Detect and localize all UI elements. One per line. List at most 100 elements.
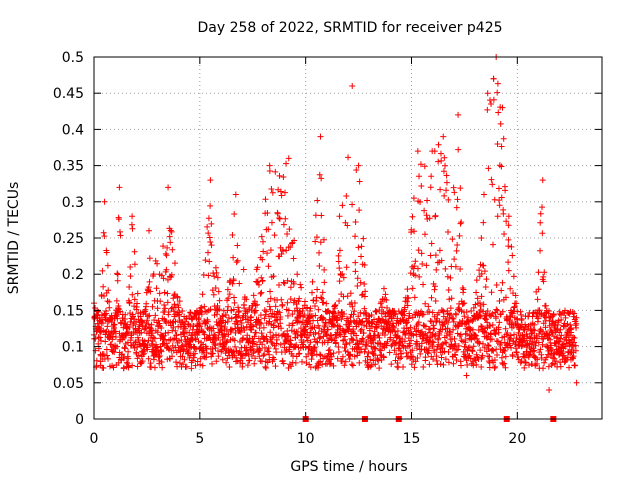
data-point [572, 342, 579, 349]
x-tick-label: 0 [90, 431, 99, 447]
data-point [248, 307, 255, 314]
data-point [265, 345, 272, 352]
data-point [224, 338, 231, 345]
data-point [391, 347, 398, 354]
data-point-peak [103, 249, 110, 256]
data-point [551, 360, 558, 367]
data-point [498, 143, 505, 150]
data-point [498, 354, 505, 361]
data-point [330, 310, 337, 317]
data-point [433, 346, 440, 353]
x-tick-label: 5 [195, 431, 204, 447]
data-point [164, 290, 171, 297]
data-point [478, 323, 485, 330]
data-point [447, 311, 454, 318]
data-point [264, 210, 271, 217]
data-point [447, 329, 454, 336]
data-point [354, 283, 361, 290]
data-point [228, 326, 235, 333]
data-point [435, 309, 442, 316]
data-point [427, 317, 434, 324]
data-point [179, 307, 186, 314]
data-point [479, 340, 486, 347]
data-point [276, 215, 283, 222]
data-point [142, 325, 149, 332]
axis-ticks: 0 0.05 0.1 0.15 0.2 0.25 0.3 0.35 0.4 0.45 0.5 0 5 10… [53, 50, 602, 447]
data-point [448, 295, 455, 302]
data-point [336, 330, 343, 337]
data-point [376, 346, 383, 353]
data-point [245, 351, 252, 358]
data-point [294, 328, 301, 335]
data-point [307, 320, 314, 327]
data-point-peak [196, 307, 203, 314]
data-point [442, 339, 449, 346]
data-point [135, 352, 142, 359]
data-point [258, 330, 265, 337]
data-point [277, 188, 284, 195]
data-point [277, 341, 284, 348]
data-point [472, 301, 479, 308]
data-point [98, 337, 105, 344]
data-point [230, 254, 237, 261]
data-point [513, 349, 520, 356]
data-point [513, 335, 520, 342]
data-point [518, 315, 525, 322]
data-point-peak [455, 111, 462, 118]
data-point [421, 163, 428, 170]
data-point [145, 355, 152, 362]
data-point [443, 187, 450, 194]
data-point [262, 311, 269, 318]
data-point [276, 215, 283, 222]
data-point-peak [139, 358, 146, 365]
data-point [405, 295, 412, 302]
data-point [270, 332, 277, 339]
data-point [444, 325, 451, 332]
data-point [455, 146, 462, 153]
data-point-peak [317, 133, 324, 140]
data-point [505, 267, 512, 274]
data-point [422, 323, 429, 330]
data-point [234, 242, 241, 249]
data-point-peak [112, 343, 119, 350]
data-point [378, 298, 385, 305]
data-point [477, 302, 484, 309]
data-point [462, 339, 469, 346]
data-point [320, 299, 327, 306]
data-point [207, 238, 214, 245]
data-point [272, 168, 279, 175]
data-point [507, 313, 514, 320]
data-point [315, 330, 322, 337]
data-point [284, 333, 291, 340]
data-point [149, 303, 156, 310]
data-point [501, 230, 508, 237]
data-point [426, 308, 433, 315]
data-point [273, 331, 280, 338]
data-point [352, 259, 359, 266]
data-point [386, 349, 393, 356]
data-point [104, 352, 111, 359]
data-point [485, 353, 492, 360]
data-point [346, 356, 353, 363]
data-point [379, 316, 386, 323]
data-point [130, 313, 137, 320]
data-point [424, 197, 431, 204]
data-point [162, 330, 169, 337]
data-point [277, 320, 284, 327]
x-tick-label: 10 [297, 431, 315, 447]
data-point [308, 356, 315, 363]
data-point [251, 298, 258, 305]
data-point [277, 314, 284, 321]
data-point [494, 89, 501, 96]
data-point [318, 212, 325, 219]
data-point [344, 293, 351, 300]
data-point-peak [207, 177, 214, 184]
data-point [453, 356, 460, 363]
data-point [419, 311, 426, 318]
data-point [134, 355, 141, 362]
data-point [252, 329, 259, 336]
data-point [490, 96, 497, 103]
data-point [339, 270, 346, 277]
data-point [124, 360, 131, 367]
data-point [204, 223, 211, 230]
